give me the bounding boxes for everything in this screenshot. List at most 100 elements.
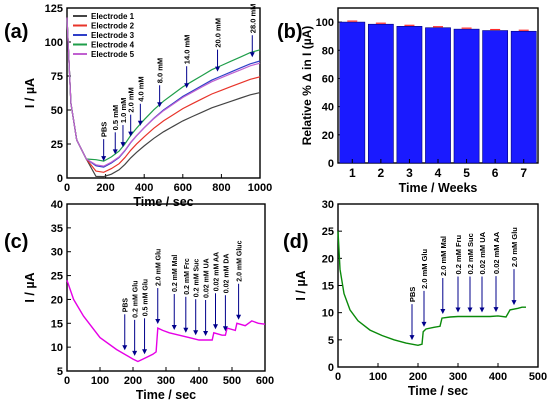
x-tick-label: 7	[520, 166, 527, 180]
plot-frame	[337, 203, 539, 368]
series-line	[66, 280, 266, 363]
plot-frame	[66, 203, 266, 372]
y-tick-label: 10	[322, 308, 334, 320]
annotation-label: PBS	[408, 287, 417, 302]
x-tick-label: 800	[212, 182, 230, 194]
y-tick-label: 15	[322, 281, 334, 293]
series-line	[66, 17, 261, 167]
series-line	[66, 17, 261, 162]
panel-letter: (d)	[283, 231, 309, 253]
y-tick-label: 15	[51, 318, 63, 330]
annotation-arrowhead	[120, 142, 126, 148]
annotation-arrowhead	[128, 131, 134, 137]
annotation-label: 14.0 mM	[183, 35, 192, 65]
x-tick-label: 300	[449, 371, 467, 383]
annotation-label: 0.2 mM Fru	[454, 234, 463, 274]
x-tick-label: 6	[492, 166, 499, 180]
annotation-label: 2.0 mM Glu	[510, 227, 519, 267]
y-tick-label: 10	[51, 342, 63, 354]
x-tick-label: 100	[369, 371, 387, 383]
x-tick-label: 0	[64, 375, 70, 387]
x-tick-label: 1000	[248, 182, 272, 194]
annotation-arrowhead	[213, 324, 218, 330]
x-tick-label: 400	[135, 182, 153, 194]
x-axis-label: Time / sec	[136, 388, 196, 401]
y-tick-label: 25	[322, 226, 334, 238]
y-tick-label: 40	[322, 102, 334, 114]
y-axis-label: I / µA	[23, 78, 37, 108]
y-tick-label: 20	[322, 130, 334, 142]
annotation-arrowhead	[184, 83, 190, 89]
annotation-label: 0.02 mM AA	[214, 252, 221, 291]
y-tick-label: 50	[51, 105, 63, 117]
annotation-label: 8.0 mM	[156, 58, 165, 83]
annotation-label: 0.02 mM UA	[478, 231, 487, 274]
series-line	[66, 17, 261, 178]
annotation-label: 0.02 mM UA	[204, 258, 211, 298]
y-tick-label: 20	[51, 294, 63, 306]
annotation-label: 2.0 mM	[127, 87, 136, 112]
annotation-arrowhead	[203, 330, 209, 336]
x-tick-label: 200	[96, 182, 114, 194]
y-tick-label: 100	[45, 37, 63, 49]
annotation-arrowhead	[440, 308, 446, 314]
annotation-label: 28.0 mM	[248, 4, 257, 34]
panel-b: 0 20 40 60 80 100 1 2 3 4 5 6 7 Time / Weeks Relative …	[277, 7, 539, 195]
annotation-label: 4.0 mM	[136, 76, 145, 101]
y-tick-label: 40	[51, 199, 63, 211]
x-tick-label: 3	[406, 166, 413, 180]
annotation-arrowhead	[511, 300, 517, 306]
y-tick-label: 0	[328, 158, 334, 170]
panel-letter: (a)	[4, 21, 28, 43]
x-tick-label: 500	[529, 371, 547, 383]
annotation-arrowhead	[183, 327, 189, 333]
annotation-arrowhead	[493, 307, 499, 313]
annotation-arrowhead	[222, 326, 228, 332]
y-tick-label: 30	[322, 199, 334, 211]
annotation-arrowhead	[142, 349, 148, 355]
x-tick-label: 2	[378, 166, 385, 180]
annotation-label: 0.02 mM DA	[223, 254, 230, 294]
annotation-label: PBS	[123, 298, 130, 313]
x-axis-label: Time / sec	[133, 195, 193, 209]
bar	[396, 26, 423, 164]
annotation-arrowhead	[409, 335, 415, 341]
y-tick-label: 20	[322, 253, 334, 265]
y-tick-label: 125	[45, 3, 63, 15]
annotation-label: 20.0 mM	[214, 18, 223, 48]
annotation-label: 2.0 mM Glu	[156, 249, 163, 286]
x-tick-label: 300	[157, 375, 175, 387]
bar	[425, 27, 451, 164]
annotation-label: 0.02 mM AA	[492, 231, 501, 274]
annotation-arrowhead	[122, 345, 128, 351]
annotation-label: 0.2 mM Glu	[133, 281, 140, 318]
legend-entry: Electrode 1	[91, 12, 135, 21]
y-tick-label: 100	[316, 17, 334, 29]
y-tick-label: 0	[57, 173, 63, 185]
y-axis-label: Relative % Δ in I (µA)	[300, 26, 314, 146]
y-tick-label: 75	[51, 71, 63, 83]
x-tick-label: 400	[489, 371, 507, 383]
x-tick-label: 0	[64, 182, 70, 194]
annotation-arrowhead	[249, 52, 255, 58]
annotation-arrowhead	[101, 156, 107, 162]
annotation-arrowhead	[479, 307, 485, 313]
annotation-label: 2.0 mM Mal	[439, 236, 448, 276]
y-tick-label: 60	[322, 73, 334, 85]
x-tick-label: 5	[463, 166, 470, 180]
x-tick-label: 500	[223, 375, 241, 387]
annotation-arrowhead	[157, 102, 163, 108]
legend-entry: Electrode 4	[91, 41, 135, 50]
y-tick-label: 5	[328, 335, 334, 347]
x-tick-label: 200	[124, 375, 142, 387]
y-axis-label: I / µA	[294, 270, 308, 300]
bar	[453, 28, 480, 164]
annotation-label: 0.5 mM	[111, 105, 120, 130]
x-tick-label: 0	[335, 371, 341, 383]
y-tick-label: 0	[328, 362, 334, 374]
annotation-arrowhead	[112, 149, 118, 155]
x-tick-label: 100	[91, 375, 109, 387]
